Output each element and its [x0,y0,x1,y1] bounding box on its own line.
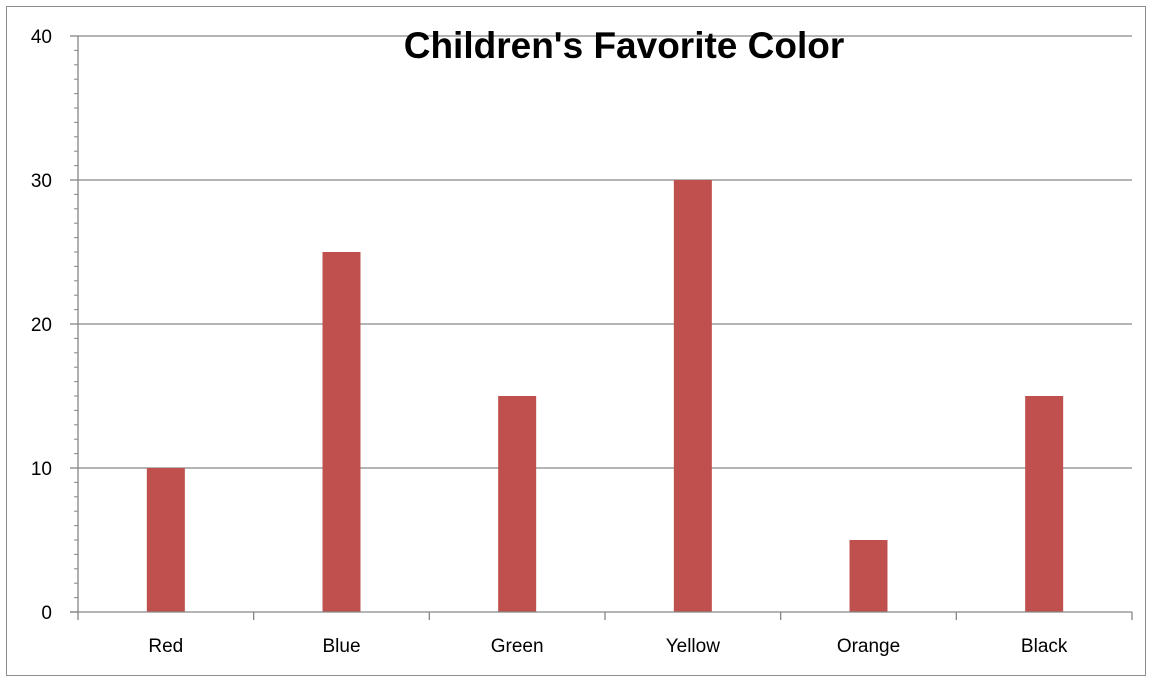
tick-labels: 0 10 20 30 40 Red Blue Green Yellow Orange Black [31,27,1068,657]
axes [70,35,1133,620]
bar-red [146,468,185,612]
bars [146,180,1064,612]
chart-frame [6,6,1146,676]
chart-title: Children's Favorite Color [404,25,845,66]
x-tick-label: Yellow [666,636,721,657]
y-tick-label: 10 [31,459,52,480]
x-tick-label: Blue [322,636,360,657]
gridlines [78,35,1132,469]
y-tick-label: 20 [31,315,52,336]
x-tick-label: Orange [837,636,900,657]
bar-yellow [673,180,712,612]
bar-orange [849,540,888,612]
y-tick-label: 40 [31,27,52,48]
x-tick-label: Black [1021,636,1068,657]
y-tick-label: 30 [31,171,52,192]
bar-green [498,396,537,612]
bar-blue [322,252,361,612]
bar-black [1025,396,1064,612]
x-tick-label: Green [491,636,544,657]
y-tick-label: 0 [41,603,52,624]
x-tick-label: Red [148,636,183,657]
